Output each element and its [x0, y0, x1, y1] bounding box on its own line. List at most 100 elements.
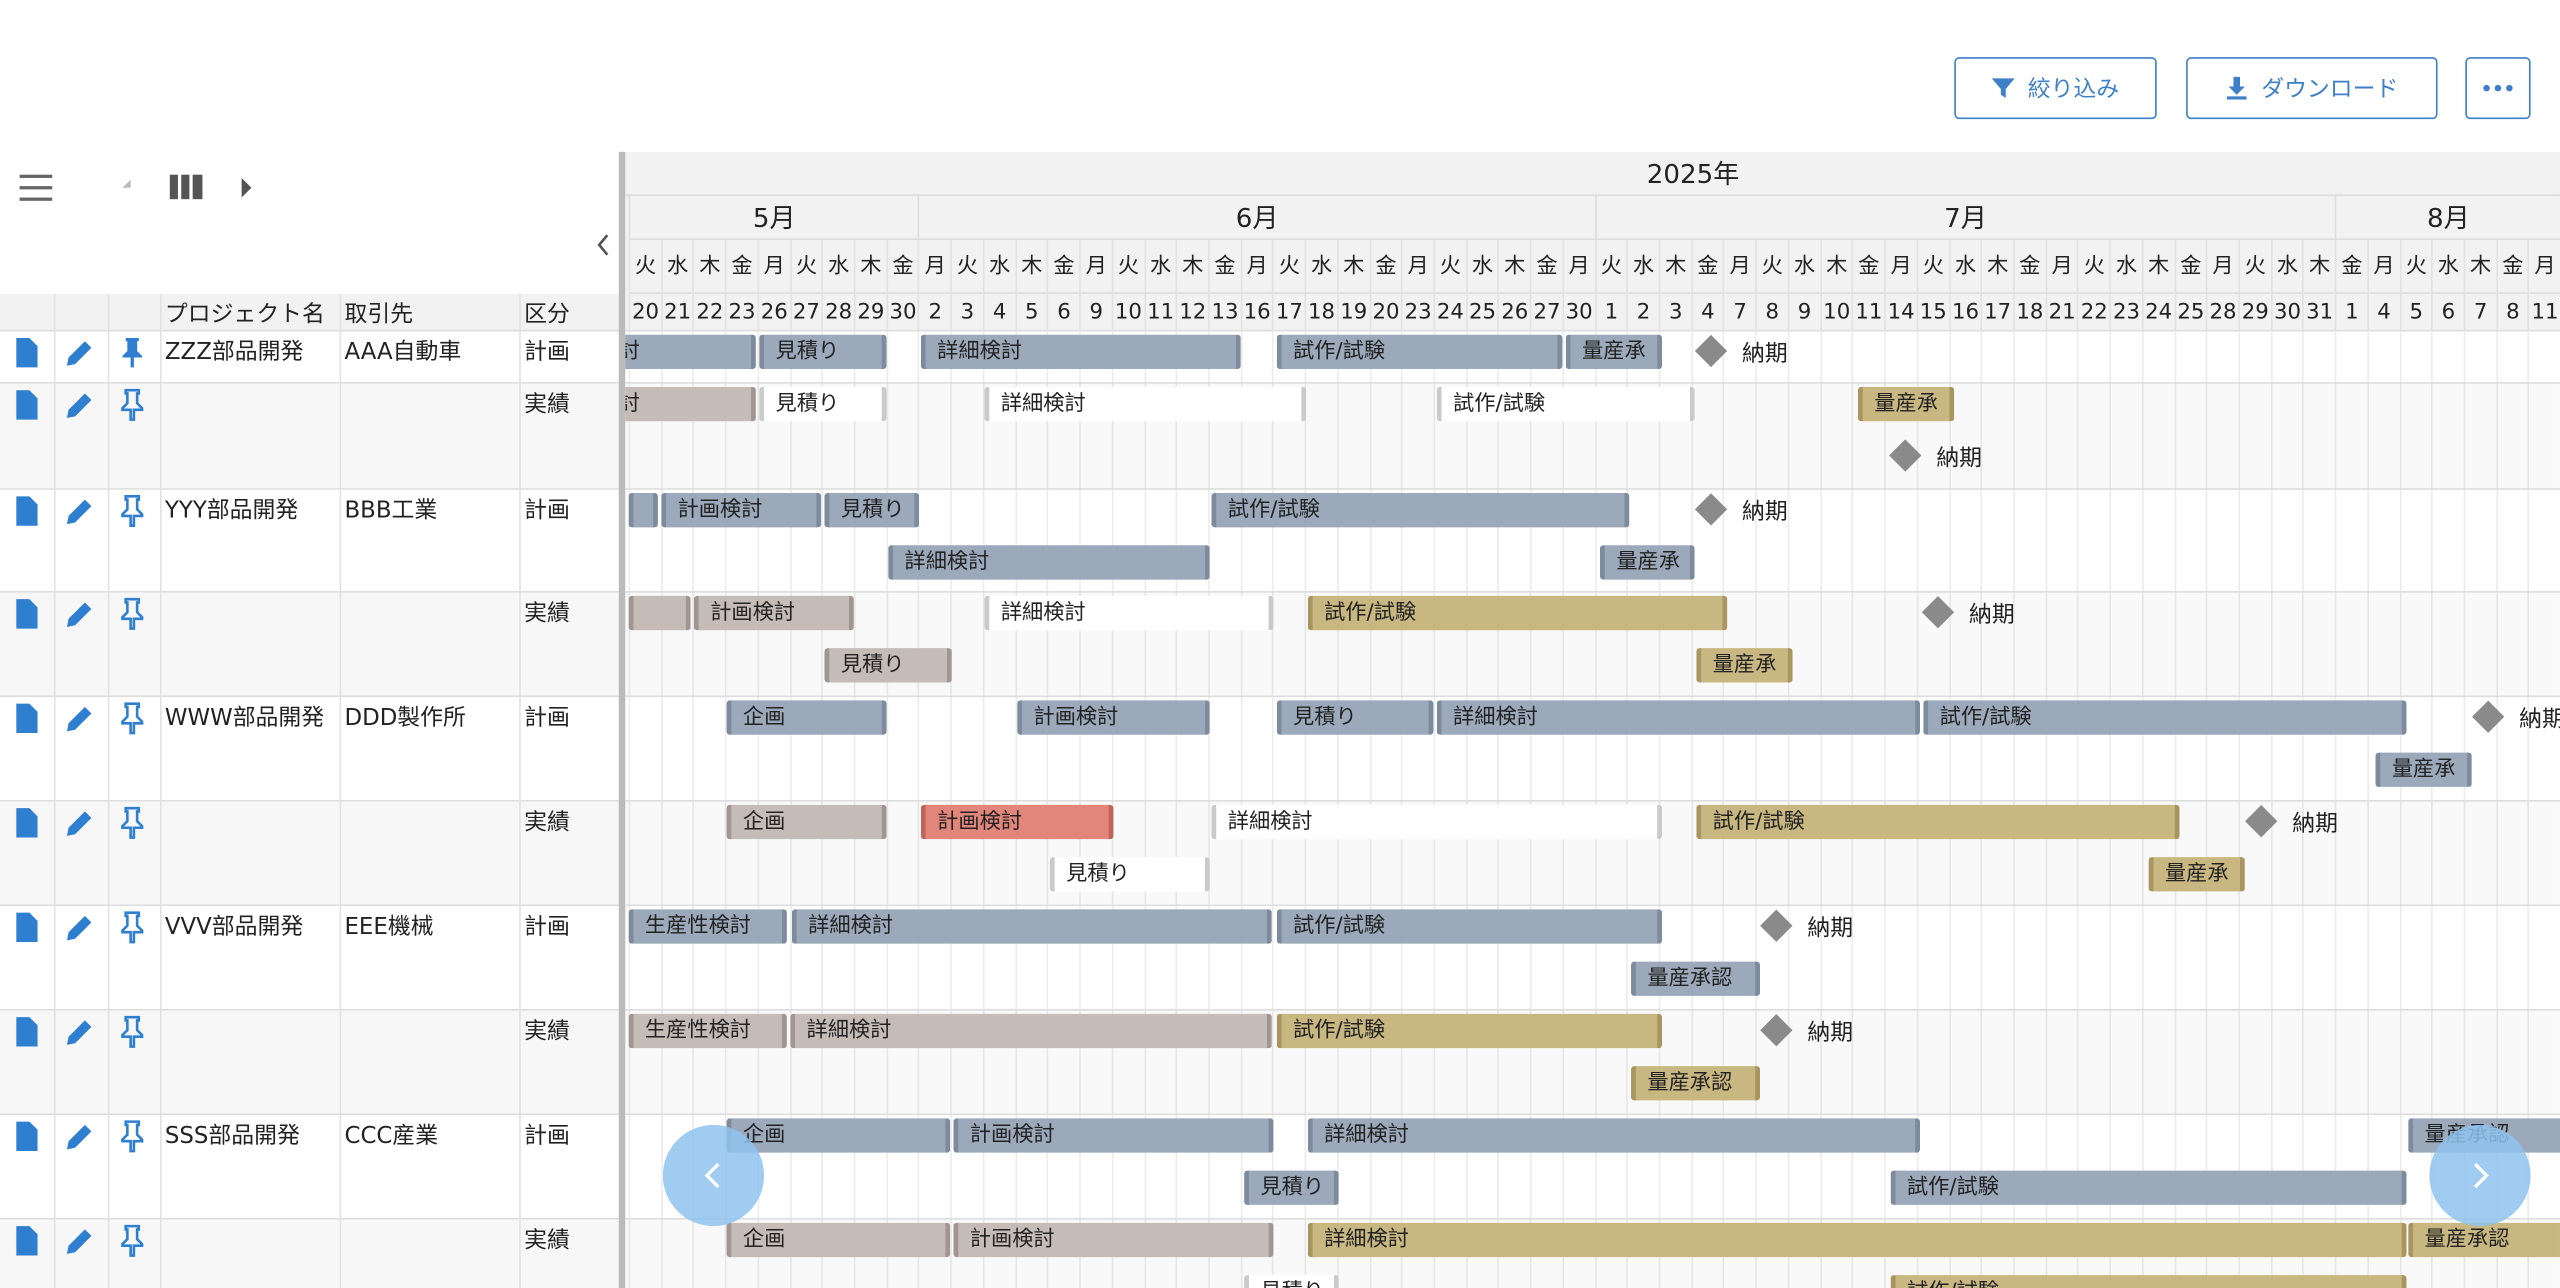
task-bar[interactable]: 量産承 [2375, 752, 2472, 787]
edit-icon[interactable] [64, 911, 93, 944]
pin-icon[interactable] [118, 702, 147, 735]
task-bar[interactable]: 計画検討 [625, 334, 756, 369]
edit-icon[interactable] [64, 1120, 93, 1153]
task-bar[interactable]: 詳細検討 [984, 595, 1274, 631]
task-bar[interactable]: 計画検討 [661, 493, 822, 528]
task-bar[interactable]: 試作/試験 [1923, 700, 2407, 735]
task-bar[interactable]: 詳細検討 [1211, 804, 1663, 840]
task-bar[interactable]: 企画 [726, 1222, 951, 1258]
edit-icon[interactable] [64, 598, 93, 631]
edit-icon[interactable] [64, 1224, 93, 1257]
task-bar[interactable]: 詳細検討 [984, 386, 1307, 422]
task-bar[interactable]: 詳細検討 [791, 909, 1272, 944]
task-bar[interactable]: 試作/試験 [1890, 1170, 2407, 1205]
columns-icon[interactable] [169, 174, 203, 200]
doc-icon[interactable] [11, 1016, 40, 1049]
task-bar[interactable]: 量産承認 [2408, 1222, 2560, 1258]
doc-icon[interactable] [11, 911, 40, 944]
task-bar[interactable]: 計画検討 [920, 804, 1114, 840]
task-bar[interactable]: 試作/試験 [1307, 595, 1728, 631]
task-bar[interactable]: 計画検討 [953, 1222, 1274, 1258]
task-bar[interactable]: 詳細検討 [790, 1013, 1272, 1049]
task-bar[interactable]: 見積り [824, 493, 920, 528]
doc-icon[interactable] [11, 495, 40, 528]
more-button[interactable] [2465, 57, 2531, 120]
task-bar[interactable]: 見積り [1049, 857, 1210, 892]
pin-icon[interactable] [118, 495, 147, 528]
task-bar[interactable]: 量産承 [1565, 334, 1663, 369]
pin-icon[interactable] [118, 336, 147, 369]
task-bar[interactable]: 量産承 [2148, 857, 2245, 892]
weekday-label: 木 [2302, 239, 2335, 294]
pin-icon[interactable] [118, 1224, 147, 1257]
scroll-left-button[interactable] [662, 1124, 765, 1227]
edit-icon[interactable] [64, 702, 93, 735]
pin-icon[interactable] [118, 911, 147, 944]
task-bar[interactable]: 詳細検討 [1307, 1222, 2407, 1258]
pin-icon[interactable] [118, 597, 147, 631]
task-bar[interactable]: 詳細検討 [920, 334, 1241, 369]
day-label: 28 [2206, 293, 2238, 332]
edit-icon[interactable] [64, 495, 93, 528]
task-bar[interactable]: 量産承 [1857, 386, 1955, 422]
task-bar[interactable]: 見積り [824, 648, 952, 683]
milestone-label: 納期 [2519, 706, 2560, 734]
task-bar[interactable]: 見積り [1244, 1275, 1339, 1288]
menu-icon[interactable] [19, 174, 53, 201]
task-bar[interactable]: 試作/試験 [1696, 804, 2180, 840]
row-kind: 実績 [524, 1018, 570, 1045]
doc-icon[interactable] [11, 807, 40, 840]
task-bar[interactable]: 詳細検討 [888, 545, 1210, 580]
edit-icon[interactable] [64, 389, 93, 422]
weekday-label: 水 [1465, 239, 1498, 294]
day-label: 25 [2173, 293, 2206, 332]
doc-icon[interactable] [11, 1224, 40, 1257]
task-bar[interactable]: 見積り [1276, 700, 1434, 735]
task-bar[interactable]: 見積り [759, 386, 887, 422]
pin-icon[interactable] [118, 1120, 147, 1153]
scroll-right-button[interactable] [2429, 1124, 2531, 1227]
task-bar[interactable]: 企画 [726, 1118, 951, 1153]
task-bar[interactable]: 計画検討 [625, 386, 756, 422]
doc-icon[interactable] [11, 1120, 40, 1153]
doc-icon[interactable] [11, 598, 40, 631]
task-bar[interactable]: 計画検討 [693, 595, 854, 631]
next-arrow[interactable] [241, 177, 252, 198]
task-bar[interactable]: 試作/試験 [1890, 1275, 2407, 1288]
edit-icon[interactable] [64, 336, 93, 369]
task-bar[interactable]: 試作/試験 [1436, 386, 1695, 422]
doc-icon[interactable] [11, 336, 40, 369]
prev-arrow[interactable] [122, 179, 131, 196]
doc-icon[interactable] [11, 702, 40, 735]
doc-icon[interactable] [11, 389, 40, 422]
task-bar[interactable]: 試作/試験 [1276, 334, 1563, 369]
grid-line [725, 331, 727, 1288]
task-bar[interactable]: 試作/試験 [1276, 1013, 1663, 1049]
pin-icon[interactable] [118, 1015, 147, 1049]
filter-button[interactable]: 絞り込み [1954, 57, 2157, 120]
task-bar[interactable]: 詳細検討 [1307, 1118, 1920, 1153]
task-bar[interactable]: 企画 [726, 804, 887, 840]
task-bar[interactable]: 企画 [726, 700, 887, 735]
weekday-label: 火 [1272, 239, 1305, 294]
download-button[interactable]: ダウンロード [2186, 57, 2438, 120]
task-bar[interactable]: 生産性検討 [628, 909, 787, 944]
pin-icon[interactable] [118, 388, 147, 422]
task-bar[interactable]: 量産承 [1599, 545, 1695, 580]
task-bar[interactable]: 見積り [1244, 1170, 1339, 1205]
task-bar[interactable]: 量産承認 [1631, 961, 1760, 996]
task-bar[interactable]: 計画検討 [1017, 700, 1210, 735]
pin-icon[interactable] [118, 806, 147, 840]
task-bar[interactable]: 試作/試験 [1211, 493, 1630, 528]
task-bar[interactable]: 生産性検討 [628, 1013, 787, 1049]
edit-icon[interactable] [64, 1016, 93, 1049]
task-bar[interactable]: 見積り [759, 334, 887, 369]
task-bar[interactable]: 試作/試験 [1276, 909, 1663, 944]
task-bar[interactable]: 詳細検討 [1436, 700, 1920, 735]
task-bar[interactable]: 量産承 [1696, 648, 1793, 683]
weekday-label: 金 [2173, 239, 2207, 294]
task-bar[interactable]: 計画検討 [953, 1118, 1274, 1153]
edit-icon[interactable] [64, 807, 93, 840]
splitter[interactable] [618, 151, 626, 1288]
task-bar[interactable]: 量産承認 [1631, 1066, 1760, 1101]
